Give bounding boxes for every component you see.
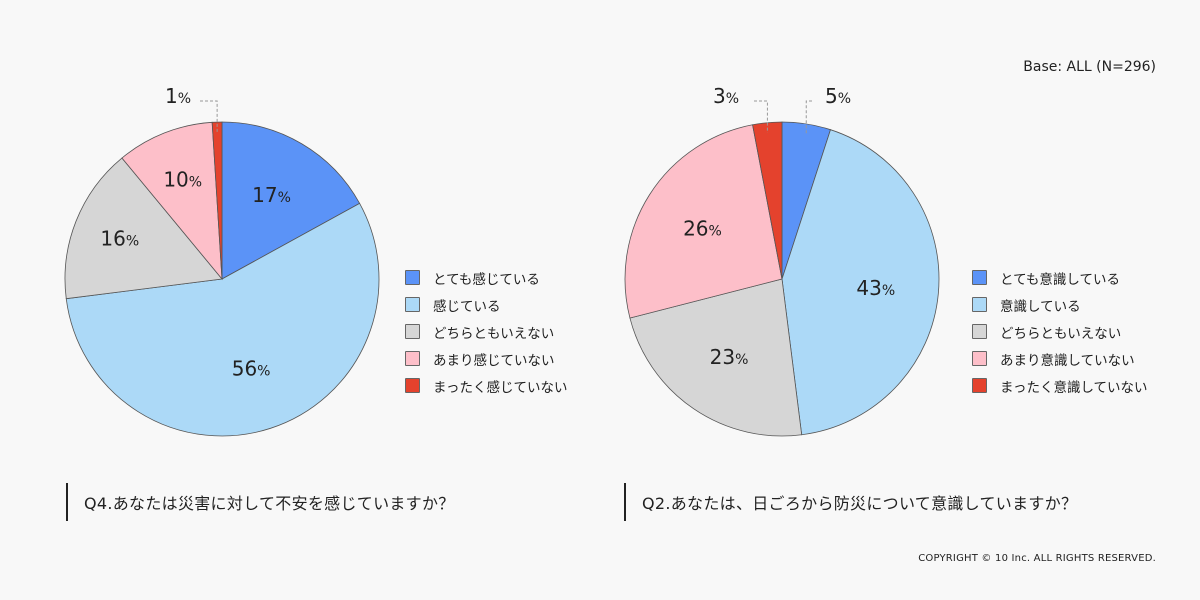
swatch-very — [972, 270, 987, 285]
legend-label: あまり意識していない — [1000, 352, 1135, 369]
swatch-not-at-all — [972, 378, 987, 393]
legend-item: あまり感じていない — [405, 345, 567, 372]
pie-slice — [629, 278, 803, 437]
legend-label: あまり感じていない — [433, 352, 555, 369]
legend-right: とても意識している 意識している どちらともいえない あまり意識していない まっ… — [972, 264, 1148, 399]
swatch-somewhat — [405, 297, 420, 312]
pie-slice — [64, 157, 223, 300]
slice-label: 5% — [825, 84, 851, 108]
leader-line — [805, 100, 812, 134]
legend-item: どちらともいえない — [972, 318, 1148, 345]
legend-item: まったく感じていない — [405, 372, 567, 399]
legend-item: とても意識している — [972, 264, 1148, 291]
copyright: COPYRIGHT © 10 Inc. ALL RIGHTS RESERVED. — [918, 553, 1156, 564]
question-bar — [66, 483, 68, 521]
legend-label: とても感じている — [433, 271, 540, 288]
legend-item: まったく意識していない — [972, 372, 1148, 399]
legend-item: 感じている — [405, 291, 567, 318]
pie-slice — [211, 121, 223, 280]
question-text: Q2.あなたは、日ごろから防災について意識していますか？ — [642, 494, 1078, 513]
pie: 5%43%23%26%3% — [624, 84, 940, 437]
legend-label: どちらともいえない — [433, 325, 555, 342]
leader-line — [200, 100, 218, 133]
legend-left: とても感じている 感じている どちらともいえない あまり感じていない まったく感… — [405, 264, 567, 399]
legend-item: とても感じている — [405, 264, 567, 291]
legend-label: 感じている — [433, 298, 501, 315]
pie-slice — [781, 129, 940, 436]
swatch-not-at-all — [405, 378, 420, 393]
legend-label: どちらともいえない — [1000, 325, 1122, 342]
legend-item: あまり意識していない — [972, 345, 1148, 372]
legend-item: どちらともいえない — [405, 318, 567, 345]
question-bar — [624, 483, 626, 521]
swatch-neutral — [405, 324, 420, 339]
swatch-somewhat — [972, 297, 987, 312]
pie-slice — [624, 124, 783, 319]
pie-slice — [65, 202, 380, 437]
question-left: Q4.あなたは災害に対して不安を感じていますか？ — [66, 483, 455, 521]
legend-label: とても意識している — [1000, 271, 1121, 288]
legend-item: 意識している — [972, 291, 1148, 318]
slice-label: 3% — [713, 84, 739, 108]
pie-slice — [121, 121, 223, 281]
question-text: Q4.あなたは災害に対して不安を感じていますか？ — [84, 494, 455, 513]
slice-label: 1% — [165, 84, 191, 108]
legend-label: まったく感じていない — [433, 379, 568, 396]
swatch-very — [405, 270, 420, 285]
swatch-not-much — [972, 351, 987, 366]
pie-slice — [221, 121, 361, 280]
pie: 17%56%16%10%1% — [64, 84, 380, 437]
swatch-neutral — [972, 324, 987, 339]
base-note: Base: ALL (N=296) — [1023, 59, 1156, 75]
legend-label: 意識している — [1000, 298, 1081, 315]
swatch-not-much — [405, 351, 420, 366]
question-right: Q2.あなたは、日ごろから防災について意識していますか？ — [624, 483, 1077, 521]
legend-label: まったく意識していない — [1000, 379, 1148, 396]
